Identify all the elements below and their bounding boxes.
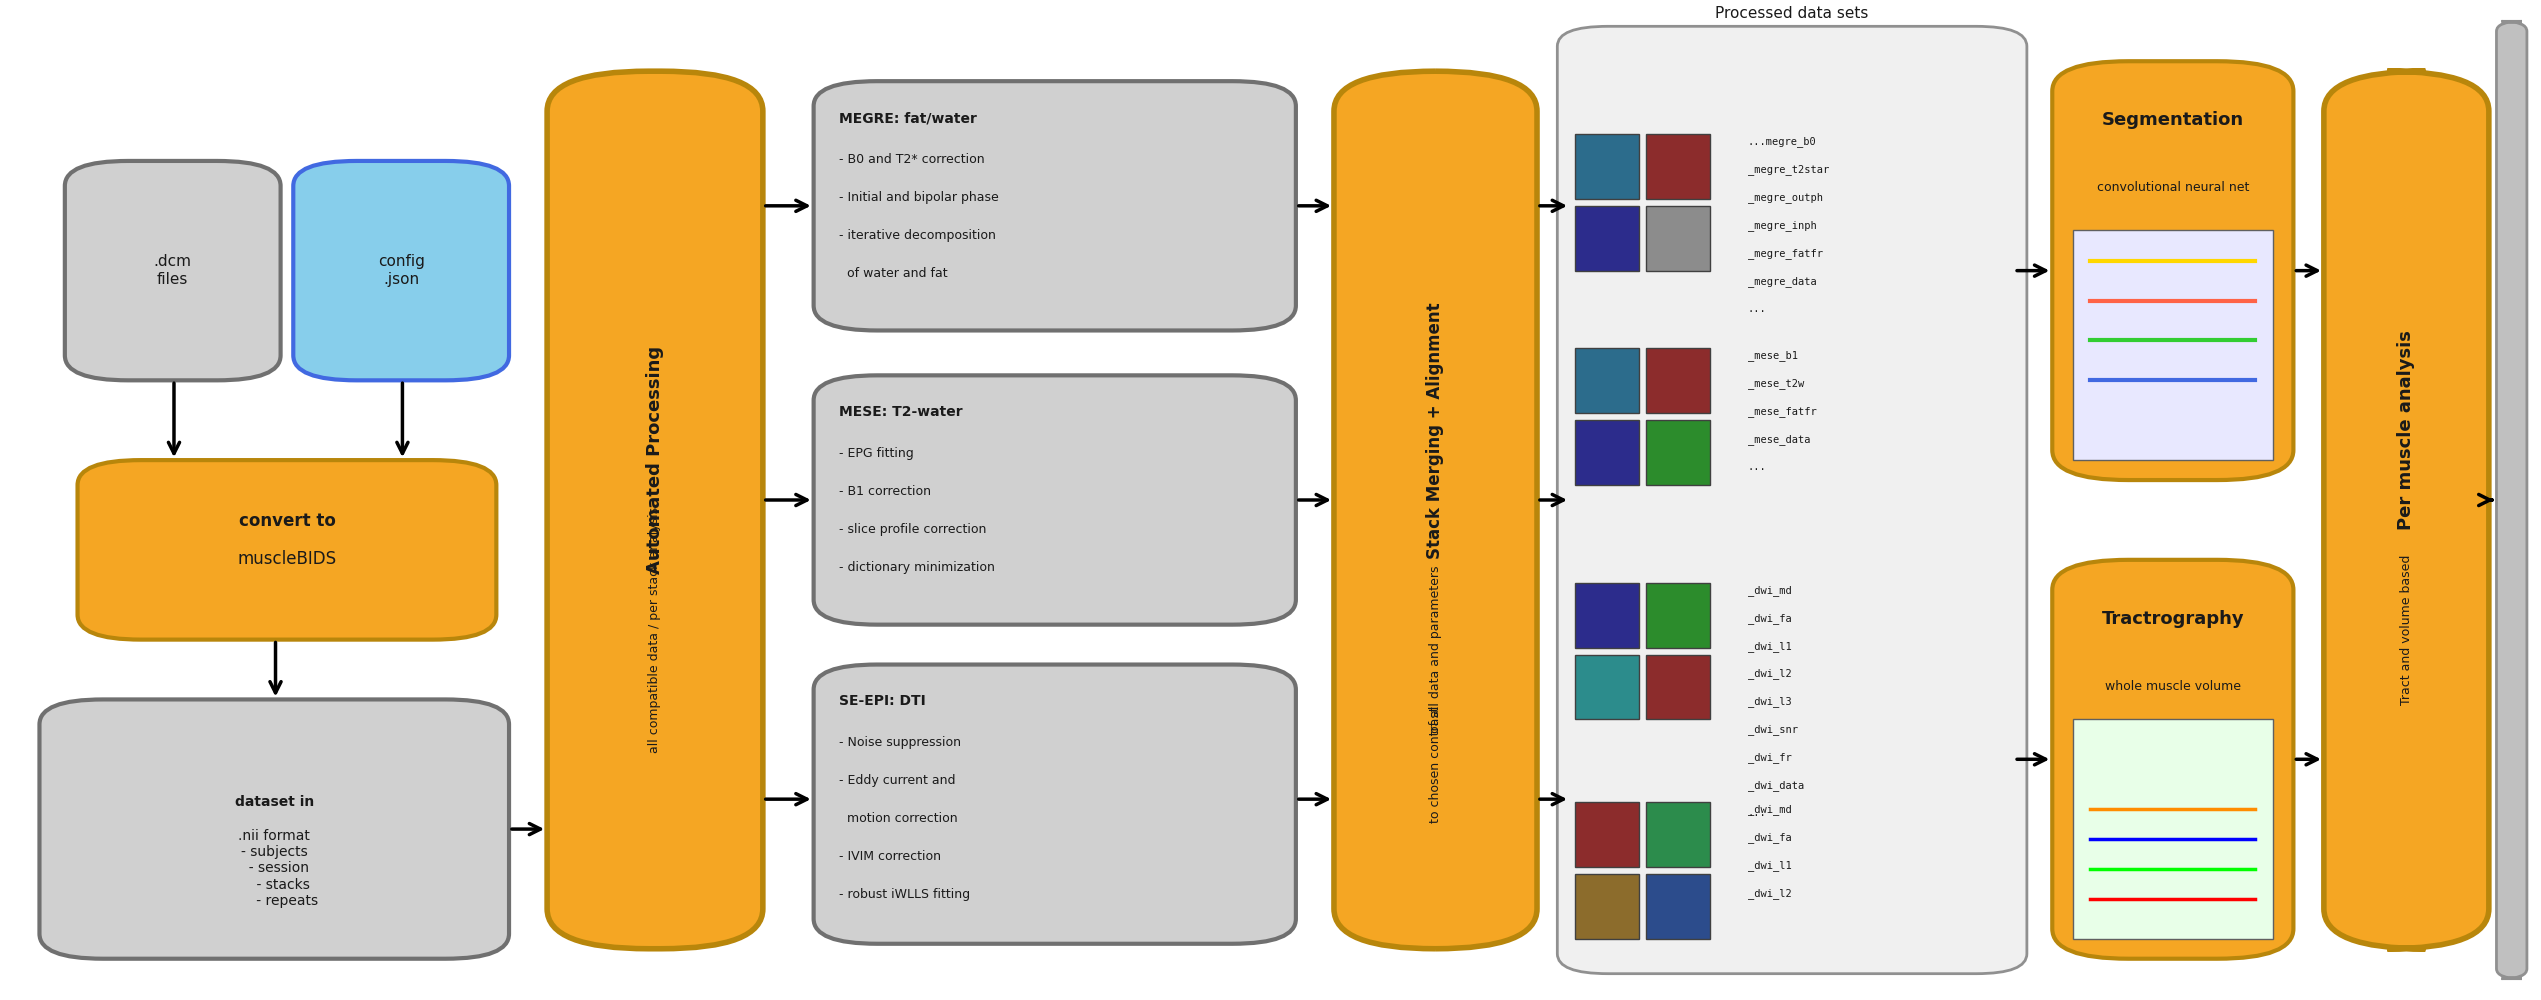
Text: _dwi_md: _dwi_md xyxy=(1748,804,1791,815)
Text: muscleBIDS: muscleBIDS xyxy=(236,550,335,568)
Text: - dictionary minimization: - dictionary minimization xyxy=(839,561,996,574)
Text: _megre_fatfr: _megre_fatfr xyxy=(1748,248,1822,259)
Bar xyxy=(1647,348,1710,413)
Bar xyxy=(1647,583,1710,648)
FancyBboxPatch shape xyxy=(813,81,1296,330)
Text: _megre_t2star: _megre_t2star xyxy=(1748,164,1830,175)
Text: _mese_b1: _mese_b1 xyxy=(1748,350,1796,361)
Bar xyxy=(1575,134,1639,199)
Text: Segmentation: Segmentation xyxy=(2101,111,2244,129)
FancyBboxPatch shape xyxy=(79,460,495,640)
Text: _mese_t2w: _mese_t2w xyxy=(1748,378,1804,389)
Bar xyxy=(1575,206,1639,271)
Text: _megre_data: _megre_data xyxy=(1748,276,1817,287)
Bar xyxy=(1647,655,1710,719)
Text: MEGRE: fat/water: MEGRE: fat/water xyxy=(839,111,976,125)
Text: .nii format
- subjects
  - session
    - stacks
      - repeats: .nii format - subjects - session - stack… xyxy=(231,829,318,908)
Text: _dwi_fa: _dwi_fa xyxy=(1748,613,1791,624)
Bar xyxy=(1575,348,1639,413)
Text: dataset in: dataset in xyxy=(234,795,315,809)
Text: to chosen contrast: to chosen contrast xyxy=(1428,706,1441,823)
Text: _dwi_l1: _dwi_l1 xyxy=(1748,860,1791,871)
Text: - robust iWLLS fitting: - robust iWLLS fitting xyxy=(839,888,971,901)
Bar xyxy=(1647,420,1710,485)
Text: _dwi_l3: _dwi_l3 xyxy=(1748,696,1791,707)
Bar xyxy=(1647,206,1710,271)
Bar xyxy=(1575,655,1639,719)
Text: - iterative decomposition: - iterative decomposition xyxy=(839,229,996,242)
Text: _dwi_l1: _dwi_l1 xyxy=(1748,641,1791,652)
Text: motion correction: motion correction xyxy=(839,812,958,825)
Bar xyxy=(2073,230,2274,460)
FancyBboxPatch shape xyxy=(2495,21,2526,979)
Text: _dwi_md: _dwi_md xyxy=(1748,585,1791,596)
Text: Tract and volume based: Tract and volume based xyxy=(2399,554,2414,705)
FancyBboxPatch shape xyxy=(2053,61,2295,480)
Text: _mese_fatfr: _mese_fatfr xyxy=(1748,406,1817,417)
Text: _dwi_snr: _dwi_snr xyxy=(1748,724,1796,735)
FancyBboxPatch shape xyxy=(292,161,508,380)
FancyBboxPatch shape xyxy=(66,161,280,380)
Text: Processed data sets: Processed data sets xyxy=(1715,6,1868,21)
Text: Automated Processing: Automated Processing xyxy=(645,346,663,574)
Text: _mese_data: _mese_data xyxy=(1748,434,1809,445)
Text: of water and fat: of water and fat xyxy=(839,267,948,280)
Text: all compatible data / per stack analysis: all compatible data / per stack analysis xyxy=(648,507,661,753)
Text: _megre_outph: _megre_outph xyxy=(1748,192,1822,203)
Text: ...megre_b0: ...megre_b0 xyxy=(1748,136,1817,147)
Text: ...: ... xyxy=(1748,808,1766,818)
Text: Tractrography: Tractrography xyxy=(2101,610,2244,628)
Text: _dwi_data: _dwi_data xyxy=(1748,780,1804,791)
Text: ...: ... xyxy=(1748,462,1766,472)
FancyBboxPatch shape xyxy=(2053,560,2295,959)
FancyBboxPatch shape xyxy=(2325,71,2488,949)
Bar xyxy=(1647,874,1710,939)
Text: _dwi_l2: _dwi_l2 xyxy=(1748,669,1791,679)
Text: _dwi_fa: _dwi_fa xyxy=(1748,832,1791,843)
Bar xyxy=(1575,874,1639,939)
Bar xyxy=(2073,719,2274,939)
Text: - B0 and T2* correction: - B0 and T2* correction xyxy=(839,153,983,166)
FancyBboxPatch shape xyxy=(41,699,508,959)
Text: of all data and parameters: of all data and parameters xyxy=(1428,566,1441,733)
Text: _dwi_fr: _dwi_fr xyxy=(1748,752,1791,763)
FancyBboxPatch shape xyxy=(546,71,762,949)
FancyBboxPatch shape xyxy=(1334,71,1537,949)
Text: - Eddy current and: - Eddy current and xyxy=(839,774,955,787)
Text: MESE: T2-water: MESE: T2-water xyxy=(839,405,963,419)
Text: config
.json: config .json xyxy=(379,254,424,287)
Text: - B1 correction: - B1 correction xyxy=(839,485,930,498)
Bar xyxy=(1575,802,1639,867)
Text: Stack Merging + Alignment: Stack Merging + Alignment xyxy=(1426,302,1443,559)
Bar xyxy=(1647,802,1710,867)
Text: convert to: convert to xyxy=(239,512,335,530)
Text: _dwi_l2: _dwi_l2 xyxy=(1748,888,1791,899)
Text: - IVIM correction: - IVIM correction xyxy=(839,850,940,863)
FancyBboxPatch shape xyxy=(1558,26,2028,974)
Text: ...: ... xyxy=(1748,304,1766,314)
Bar xyxy=(1575,420,1639,485)
FancyBboxPatch shape xyxy=(813,665,1296,944)
Text: SE-EPI: DTI: SE-EPI: DTI xyxy=(839,694,925,708)
FancyBboxPatch shape xyxy=(813,375,1296,625)
Text: - EPG fitting: - EPG fitting xyxy=(839,447,915,460)
Text: - Noise suppression: - Noise suppression xyxy=(839,736,960,749)
Bar xyxy=(1647,134,1710,199)
Text: whole muscle volume: whole muscle volume xyxy=(2104,680,2241,693)
Text: Per muscle analysis: Per muscle analysis xyxy=(2396,330,2416,530)
Text: convolutional neural net: convolutional neural net xyxy=(2096,181,2249,194)
Text: - Initial and bipolar phase: - Initial and bipolar phase xyxy=(839,191,999,204)
Text: _megre_inph: _megre_inph xyxy=(1748,220,1817,231)
Text: .dcm
files: .dcm files xyxy=(152,254,191,287)
Bar xyxy=(1575,583,1639,648)
Text: - slice profile correction: - slice profile correction xyxy=(839,523,986,536)
